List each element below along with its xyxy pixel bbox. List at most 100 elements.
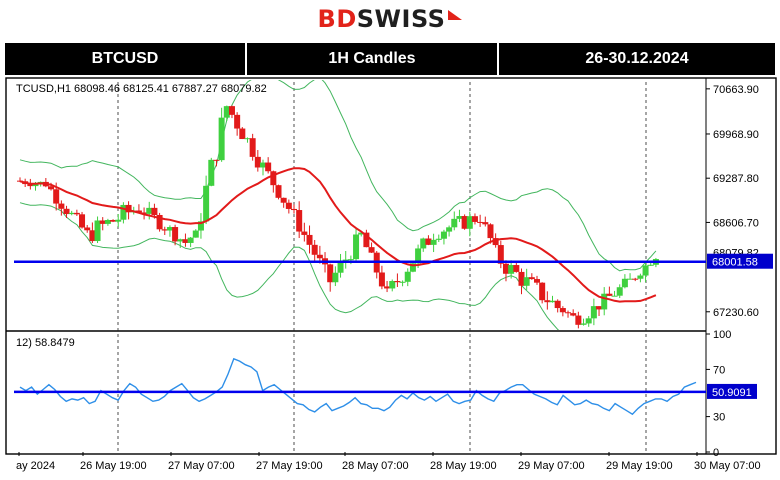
candle-body <box>523 277 530 286</box>
candle-body <box>580 323 587 325</box>
candle-body <box>285 202 292 209</box>
candle-body <box>156 214 163 230</box>
candle-body <box>275 185 282 198</box>
header-symbol: BTCUSD <box>91 50 159 67</box>
candle-body <box>166 227 173 231</box>
lower-band-line <box>19 202 560 330</box>
candle-body <box>621 278 628 288</box>
candle-body <box>358 232 365 235</box>
rsi-value-badge <box>707 383 757 399</box>
candle-body <box>606 293 613 296</box>
candle-body <box>280 197 287 203</box>
candle-body <box>218 117 225 161</box>
header-dates: 26-30.12.2024 <box>585 50 689 67</box>
main-ohlc-info: TCUSD,H1 68098.46 68125.41 67887.27 6807… <box>16 83 267 95</box>
candle-body <box>239 128 246 140</box>
candle-body <box>502 263 509 274</box>
candle-body <box>79 214 86 228</box>
candle-body <box>104 220 111 224</box>
price-tick-label: 70663.90 <box>713 84 759 96</box>
candle-body <box>471 216 478 222</box>
candle-body <box>306 234 313 245</box>
rsi-info: 12) 58.8479 <box>16 337 75 349</box>
brand-bd: BD <box>317 5 357 33</box>
candle-body <box>223 106 230 118</box>
candle-body <box>17 180 23 182</box>
chart-header-bar: BTCUSD 1H Candles 26-30.12.2024 <box>5 43 775 75</box>
time-tick-label: 30 May 07:00 <box>694 460 761 472</box>
candle-body <box>177 239 184 242</box>
candle-body <box>332 272 339 283</box>
candle-body <box>32 183 39 187</box>
candle-body <box>575 315 582 325</box>
candle-body <box>616 287 623 296</box>
candle-body <box>596 306 603 310</box>
candle-body <box>347 259 354 261</box>
candle-body <box>389 280 396 289</box>
candle-body <box>89 230 96 242</box>
candle-body <box>497 245 504 264</box>
candle-body <box>244 138 251 140</box>
candle-body <box>141 212 148 214</box>
header-timeframe: 1H Candles <box>328 50 416 67</box>
candle-body <box>249 138 256 157</box>
candle-body <box>601 293 608 310</box>
candle-body <box>430 239 437 245</box>
candle-body <box>259 162 266 168</box>
time-tick-label: ay 2024 <box>16 460 55 472</box>
candle-body <box>73 212 80 215</box>
time-tick-label: 27 May 19:00 <box>256 460 323 472</box>
brand-logo: BDSWISS <box>0 0 780 38</box>
candle-body <box>151 207 158 215</box>
candle-body <box>637 275 644 279</box>
candle-body <box>368 247 375 253</box>
header-divider <box>497 43 499 75</box>
candle-body <box>404 271 411 282</box>
candle-body <box>94 220 101 242</box>
rsi-tick-label: 0 <box>713 447 719 459</box>
candle-body <box>415 248 422 264</box>
candle-body <box>642 265 649 276</box>
header-divider <box>245 43 247 75</box>
candle-body <box>120 204 127 220</box>
candle-body <box>187 237 194 243</box>
brand-swiss: SWISS <box>356 5 446 33</box>
candle-body <box>451 218 458 228</box>
candle-body <box>590 306 597 319</box>
candle-body <box>632 278 639 280</box>
candle-body <box>203 185 210 222</box>
candle-body <box>48 186 55 190</box>
time-tick-label: 28 May 07:00 <box>342 460 409 472</box>
candle-body <box>115 219 122 222</box>
candle-body <box>425 238 432 245</box>
candle-body <box>528 277 535 280</box>
candle-body <box>228 106 235 115</box>
candle-body <box>446 227 453 232</box>
candle-body <box>316 254 323 259</box>
upper-band-line <box>19 80 657 272</box>
candle-body <box>409 263 416 272</box>
candle-body <box>161 229 168 231</box>
candle-body <box>327 264 334 283</box>
candle-body <box>549 300 556 303</box>
time-tick-label: 28 May 19:00 <box>430 460 497 472</box>
candle-body <box>492 238 499 246</box>
candle-body <box>208 159 215 186</box>
candle-body <box>353 234 360 260</box>
candle-body <box>565 312 572 314</box>
candle-body <box>192 230 199 238</box>
candle-body <box>420 238 427 249</box>
candle-body <box>172 227 179 242</box>
candle-body <box>99 220 106 224</box>
candle-body <box>296 210 303 232</box>
price-tick-label: 69968.90 <box>713 129 759 141</box>
candle-body <box>513 265 520 272</box>
moving-average-line <box>19 167 657 303</box>
candle-body <box>559 308 566 313</box>
rsi-line <box>19 357 697 416</box>
candle-body <box>508 265 515 274</box>
candle-body <box>363 232 370 248</box>
candle-body <box>466 216 473 229</box>
main-plot-area <box>17 80 659 330</box>
